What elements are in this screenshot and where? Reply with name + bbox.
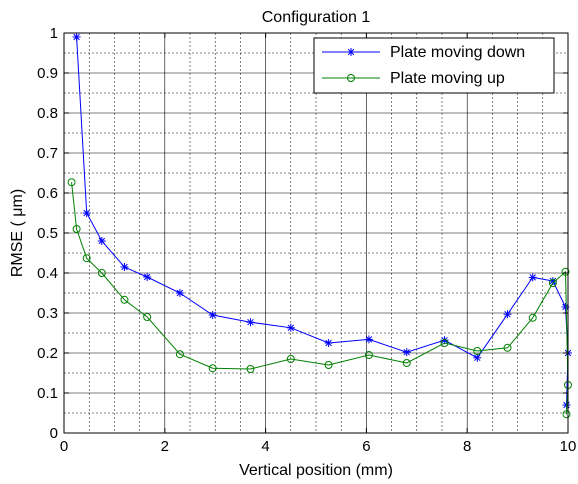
y-tick-label: 1 [50,25,58,42]
x-tick-label: 10 [560,438,577,455]
series-layer [67,33,572,419]
circle-marker [143,313,152,321]
circle-marker [440,339,449,347]
asterisk-marker [246,318,255,327]
asterisk-marker [286,323,295,332]
circle-marker [548,279,557,287]
circle-marker [67,178,76,187]
asterisk-marker [528,273,537,282]
y-tick-label: 0.7 [37,145,58,162]
circle-marker [120,295,129,304]
chart-title: Configuration 1 [262,9,371,26]
x-tick-labels: 0 2 4 6 8 10 [60,438,577,455]
circle-marker [561,267,570,276]
circle-marker [562,410,571,419]
legend-label-down: Plate moving down [390,44,525,61]
asterisk-marker [347,48,355,56]
asterisk-marker [120,263,129,271]
circle-marker [175,350,184,359]
asterisk-marker [364,335,373,344]
legend-item-plate-moving-up: Plate moving up [322,70,505,87]
y-tick-label: 0.9 [37,65,58,82]
y-tick-label: 0.8 [37,105,58,122]
y-tick-label: 0.3 [37,305,58,322]
asterisk-marker [97,237,106,245]
y-tick-label: 0 [50,425,58,442]
y-tick-label: 0.1 [37,385,58,402]
series-line [71,182,569,415]
y-axis-label: RMSE ( μm) [9,189,26,277]
legend-label-up: Plate moving up [390,70,505,87]
x-tick-label: 0 [60,438,68,455]
circle-marker [286,355,295,363]
x-tick-label: 8 [463,438,471,455]
legend-item-plate-moving-down: Plate moving down [322,44,525,61]
asterisk-marker [72,33,81,41]
asterisk-marker [324,339,333,347]
legend: Plate moving down Plate moving up [313,37,555,94]
asterisk-marker [473,353,482,362]
y-tick-label: 0.5 [37,225,58,242]
x-axis-label: Vertical position (mm) [239,462,393,479]
circle-marker [347,74,355,82]
legend-circle-marker [347,74,355,82]
circle-marker [473,347,482,355]
asterisk-marker [503,310,512,319]
y-tick-label: 0.2 [37,345,58,362]
asterisk-marker [82,209,91,217]
circle-marker [208,364,217,373]
asterisk-marker [143,273,152,281]
x-tick-label: 6 [362,438,370,455]
asterisk-marker [208,311,217,319]
asterisk-marker [402,348,411,357]
circle-marker [82,254,91,263]
circle-marker [528,313,537,322]
circle-marker [324,361,333,369]
series-plate-moving-up [67,178,572,419]
legend-asterisk-marker [347,48,355,56]
circle-marker [72,225,81,233]
tick-marks [63,32,569,434]
series-line [76,36,569,406]
circle-marker [503,343,512,352]
y-tick-labels: 0 0.1 0.2 0.3 0.4 0.5 0.6 0.7 0.8 0.9 1 [37,25,58,442]
y-tick-label: 0.4 [37,265,58,282]
circle-marker [364,351,373,359]
circle-marker [97,269,106,277]
x-tick-label: 4 [261,438,269,455]
legend-box [313,37,555,94]
x-tick-label: 2 [161,438,169,455]
circle-marker [402,359,411,367]
asterisk-marker [175,289,184,297]
circle-marker [246,365,255,373]
y-tick-label: 0.6 [37,185,58,202]
